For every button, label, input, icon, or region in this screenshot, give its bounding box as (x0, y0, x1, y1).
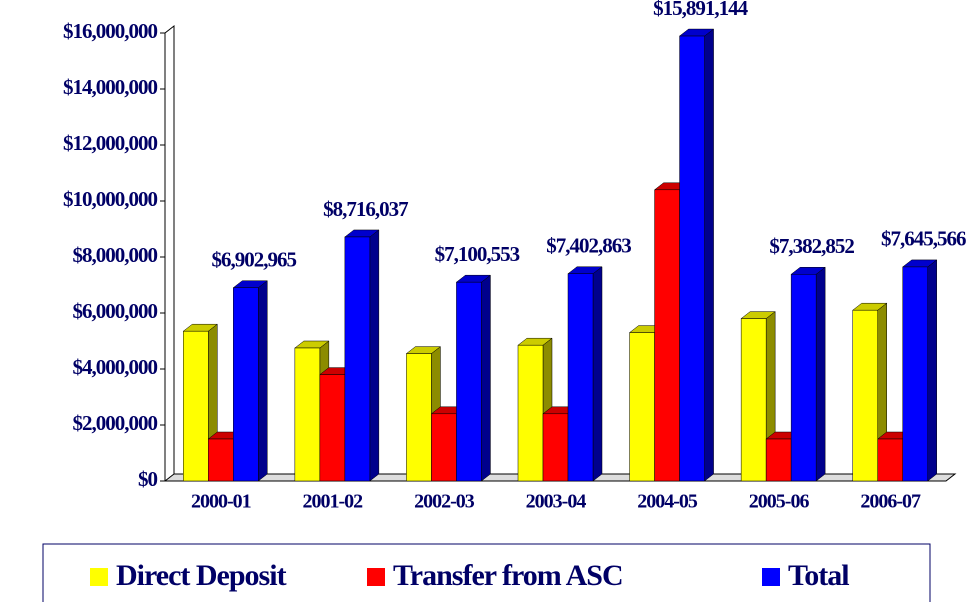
x-tick-label: 2002-03 (414, 491, 475, 513)
bar (790, 274, 817, 482)
y-tick-label: $2,000,000 (73, 411, 158, 435)
y-tick-label: $6,000,000 (73, 299, 158, 323)
wall (164, 24, 175, 481)
bar (765, 438, 792, 482)
bar-side (815, 266, 826, 482)
bar (654, 189, 680, 482)
legend-label: Direct Deposit (116, 559, 287, 592)
value-label: $8,716,037 (323, 197, 408, 221)
x-tick-label: 2001-02 (303, 491, 364, 513)
bar-side (258, 280, 268, 482)
value-label: $7,645,566 (881, 227, 966, 251)
legend-box (42, 543, 931, 602)
bar (406, 353, 432, 482)
bar (344, 236, 371, 482)
y-tick-label: $14,000,000 (63, 75, 158, 99)
legend-swatch (762, 568, 780, 586)
bar (629, 332, 655, 482)
y-tick-label: $8,000,000 (73, 243, 158, 267)
bar-side (927, 259, 937, 482)
x-tick-label: 2003-04 (526, 491, 587, 513)
bar (542, 413, 569, 482)
legend-label: Total (788, 559, 849, 592)
value-label: $7,402,863 (546, 234, 631, 258)
x-tick-label: 2006-07 (860, 491, 921, 513)
bar (294, 347, 321, 482)
value-label: $7,382,852 (769, 234, 854, 258)
x-tick-label: 2005-06 (749, 491, 810, 513)
bar-side (369, 229, 380, 482)
bar-side (481, 274, 491, 482)
bar (319, 374, 346, 482)
x-tick-label: 2000-01 (191, 491, 251, 513)
legend-swatch (367, 568, 385, 586)
y-tick-label: $10,000,000 (63, 187, 158, 211)
x-tick-label: 2004-05 (637, 491, 698, 513)
y-tick-label: $16,000,000 (63, 19, 158, 43)
bar-side (704, 28, 714, 482)
bar (852, 309, 878, 482)
bar (877, 438, 903, 482)
bar (431, 413, 457, 482)
y-tick-label: $4,000,000 (73, 355, 158, 379)
legend-swatch (90, 568, 108, 586)
bar (208, 438, 234, 482)
bar (740, 318, 767, 482)
y-tick-label: $12,000,000 (63, 131, 158, 155)
bar (233, 287, 259, 482)
bar (567, 273, 594, 482)
bar (517, 344, 544, 482)
bar-side (592, 266, 603, 482)
bar (679, 35, 705, 482)
value-label: $15,891,144 (653, 0, 749, 20)
y-tick-label: $0 (138, 467, 158, 491)
legend-label: Transfer from ASC (393, 559, 623, 592)
bar (456, 281, 482, 482)
bar (183, 330, 209, 482)
value-label: $6,902,965 (212, 248, 297, 272)
bar (902, 266, 928, 482)
value-label: $7,100,553 (435, 242, 520, 266)
